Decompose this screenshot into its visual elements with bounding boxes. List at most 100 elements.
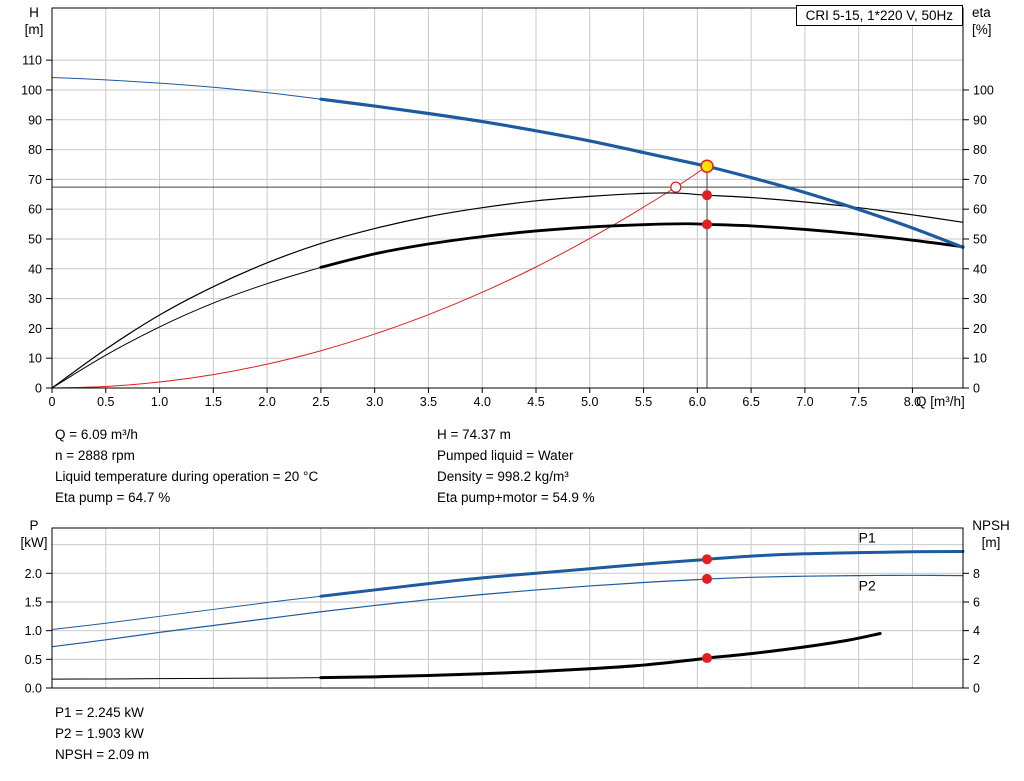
y-right-tick-label: 70 [973,173,987,187]
eta-axis-unit: [%] [972,22,992,37]
p-axis-symbol: P [29,518,39,533]
y-right-tick-label: 6 [973,595,980,609]
y-left-tick-label: 1.0 [25,624,42,638]
npsh-axis-symbol: NPSH [972,518,1010,533]
curve-qh [319,97,965,249]
y-left-tick-label: 2.0 [25,567,42,581]
power-npsh-chart: 0.0 0.5 1.0 1.5 2.0 0 2 4 6 8 P1 P2 [25,527,980,696]
curve-label-P1: P1 [859,529,876,545]
y-right-tick-label: 50 [973,232,987,246]
x-tick-label: 7.0 [796,395,813,409]
h-axis-unit: [m] [24,22,44,37]
y-right-tick-label: 2 [973,653,980,667]
info-flow: Q = 6.09 m³/h [55,427,138,442]
y-right-tick-label: 80 [973,143,987,157]
y-left-tick-label: 1.5 [25,595,42,609]
info-pumped-liquid: Pumped liquid = Water [437,448,574,463]
x-tick-label: 2.5 [312,395,329,409]
eta-axis-symbol: eta [972,5,991,20]
x-tick-label: 3.5 [420,395,437,409]
x-tick-label: 0 [49,395,56,409]
plot-frame [51,7,964,389]
info-liquid-temperature: Liquid temperature during operation = 20… [55,469,319,484]
power-info: P1 = 2.245 kW P2 = 1.903 kW NPSH = 2.09 … [55,702,149,765]
marker-eta-pump-value [702,190,713,201]
y-right-tick-label: 8 [973,567,980,581]
eta-axis-title: eta [%] [972,4,1016,38]
marker-p1-value [702,554,713,565]
y-right-tick-label: 90 [973,113,987,127]
qh-eta-chart: 0 0.5 1.0 1.5 2.0 2.5 3.0 3.5 4.0 4.5 5.0 5.5 6.0 6.5… [21,7,994,409]
y-right-tick-label: 60 [973,203,987,217]
x-tick-label: 7.5 [850,395,867,409]
curve-p2 [51,574,964,648]
x-tick-label: 3.0 [366,395,383,409]
y-left-tick-label: 30 [28,292,42,306]
x-tick-label: 1.5 [205,395,222,409]
y-right-tick-label: 0 [973,382,980,396]
curve-p1 [319,550,965,598]
y-left-tick-label: 100 [21,83,42,97]
marker-eta-pump-motor-value [702,219,713,230]
duty-info-right: H = 74.37 m Pumped liquid = Water Densit… [437,424,595,508]
y-left-tick-label: 60 [28,203,42,217]
y-left-tick-label: 0 [35,382,42,396]
info-p2: P2 = 1.903 kW [55,726,144,741]
npsh-axis-title: NPSH [m] [964,517,1018,551]
curve-eta-pump-motor [319,222,965,269]
info-p1: P1 = 2.245 kW [55,705,144,720]
y-left-tick-label: 70 [28,173,42,187]
p-axis-unit: [kW] [20,535,48,550]
x-tick-label: 4.0 [474,395,491,409]
info-head: H = 74.37 m [437,427,511,442]
marker-duty-point [700,159,714,174]
x-tick-label: 1.0 [151,395,168,409]
curve-eta-pump [51,192,964,389]
y-right-tick-label: 4 [973,624,980,638]
npsh-axis-unit: [m] [981,535,1001,550]
y-left-tick-label: 20 [28,322,42,336]
y-left-tick-label: 0.5 [25,653,42,667]
y-left-tick-label: 40 [28,262,42,276]
y-right-tick-label: 10 [973,352,987,366]
x-tick-label: 8.0 [904,395,921,409]
info-eta-pump-motor: Eta pump+motor = 54.9 % [437,490,595,505]
y-left-tick-label: 80 [28,143,42,157]
marker-p2-value [702,573,713,584]
y-left-tick-label: 90 [28,113,42,127]
curve-npsh-lead [51,677,322,680]
x-tick-label: 2.0 [258,395,275,409]
y-left-tick-label: 10 [28,352,42,366]
marker-npsh-value [702,653,713,664]
y-right-tick-label: 100 [973,83,994,97]
y-right-tick-label: 30 [973,292,987,306]
x-tick-label: 4.5 [527,395,544,409]
info-npsh: NPSH = 2.09 m [55,747,150,762]
curve-eta-pump-motor-lead [51,266,322,389]
plot-frame [51,527,964,689]
curve-qh-lead [51,76,322,100]
info-eta-pump: Eta pump = 64.7 % [55,490,171,505]
marker-requested-duty [670,181,682,193]
x-tick-label: 0.5 [97,395,114,409]
x-tick-label: 6.0 [689,395,706,409]
p-axis-title: P [kW] [12,517,56,551]
pump-model-box: CRI 5-15, 1*220 V, 50Hz [795,5,963,26]
q-axis-label: Q [m³/h] [916,394,965,409]
info-density: Density = 998.2 kg/m³ [437,469,569,484]
duty-info-left: Q = 6.09 m³/h n = 2888 rpm Liquid temper… [55,424,318,508]
x-tick-label: 6.5 [742,395,759,409]
curve-label-P2: P2 [859,578,876,594]
y-right-tick-label: 20 [973,322,987,336]
y-right-tick-label: 40 [973,262,987,276]
info-speed: n = 2888 rpm [55,448,135,463]
h-axis-symbol: H [29,5,39,20]
x-tick-label: 5.0 [581,395,598,409]
h-axis-title: H [m] [16,4,52,38]
curve-npsh [319,632,882,680]
y-left-tick-label: 0.0 [25,682,42,696]
curve-p1-lead [51,595,322,631]
y-left-tick-label: 110 [22,54,42,68]
y-left-tick-label: 50 [28,232,42,246]
